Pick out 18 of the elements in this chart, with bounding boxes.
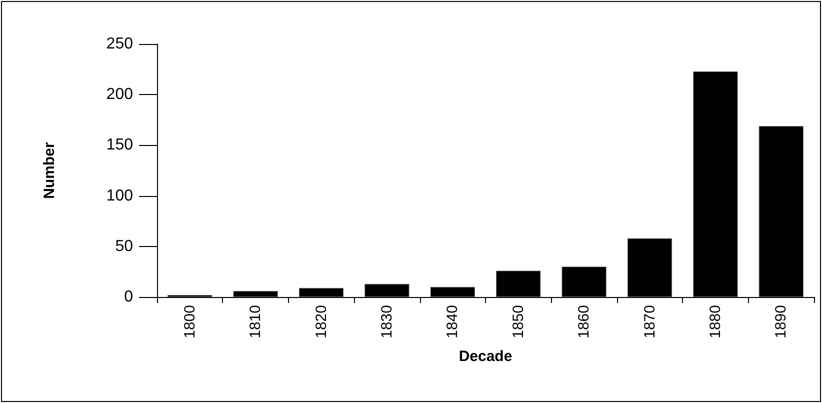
x-tick-label: 1840 xyxy=(444,305,462,338)
x-tick-label: 1890 xyxy=(772,305,790,338)
x-tick-label: 1830 xyxy=(378,305,396,338)
x-tick-label: 1810 xyxy=(247,305,264,338)
y-tick-label: 100 xyxy=(106,187,134,204)
y-tick-label: 0 xyxy=(124,288,134,306)
x-tick-label: 1850 xyxy=(510,305,527,338)
x-tick-label: 1820 xyxy=(312,305,330,338)
y-tick-label: 150 xyxy=(106,136,134,154)
x-tick-label: 1800 xyxy=(181,305,198,338)
y-tick-label: 250 xyxy=(106,36,134,52)
x-tick-label: 1870 xyxy=(641,305,658,338)
x-tick-label: 1860 xyxy=(576,305,593,338)
x-axis-title: Decade xyxy=(458,348,512,365)
y-axis-title: Number xyxy=(41,142,58,199)
y-tick-label: 200 xyxy=(106,86,134,104)
x-tick-label: 1880 xyxy=(706,305,724,338)
y-tick-label: 50 xyxy=(115,238,134,255)
